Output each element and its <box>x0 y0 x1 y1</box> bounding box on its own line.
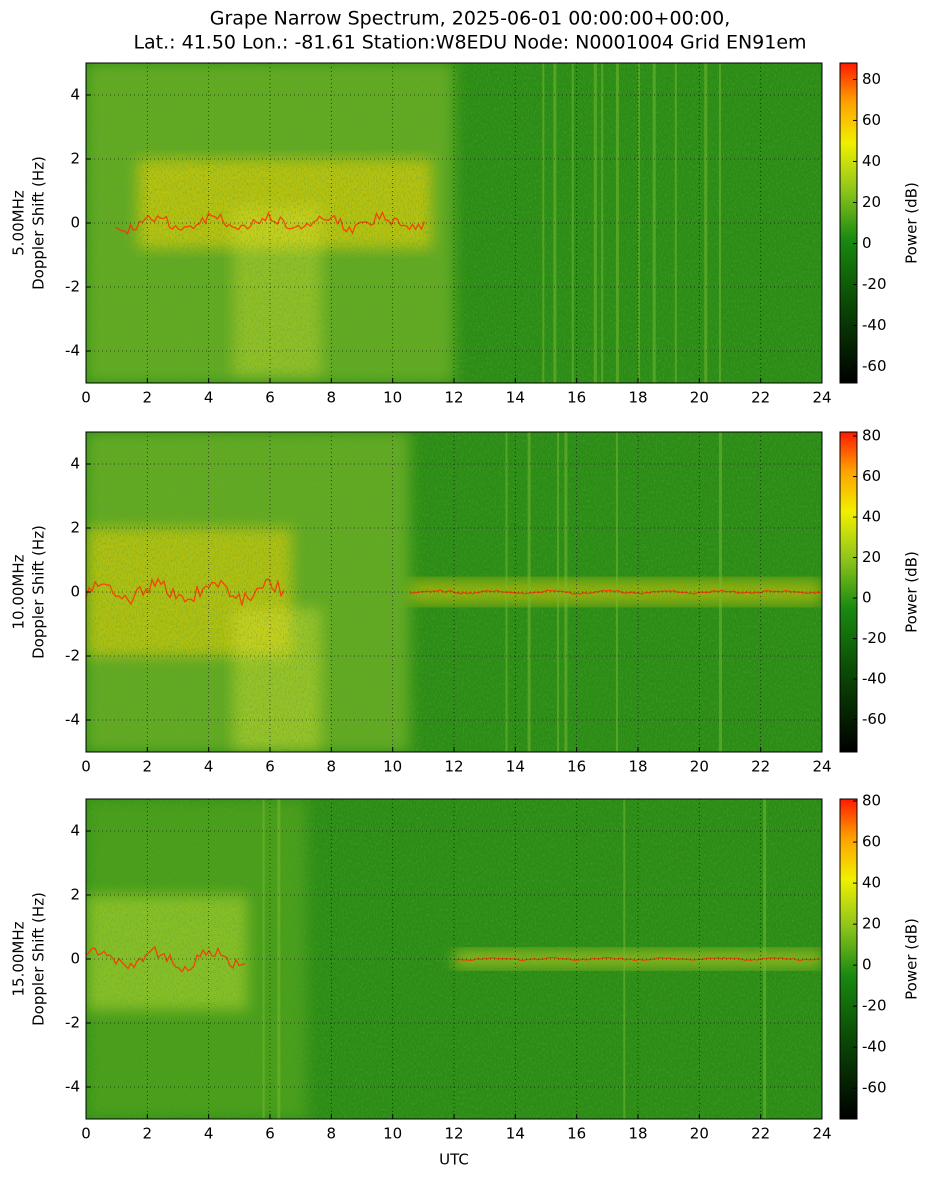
x-tick-label: 22 <box>751 758 770 776</box>
colorbar-tick-label: -60 <box>862 357 887 375</box>
y-tick-label: -4 <box>65 711 80 729</box>
x-tick-label: 22 <box>751 1125 770 1143</box>
colorbar-tick-label: 40 <box>862 874 881 892</box>
x-tick-label: 6 <box>265 758 275 776</box>
colorbar-tick-label: -20 <box>862 997 887 1015</box>
x-tick-label: 20 <box>690 389 709 407</box>
y-tick-label: 0 <box>70 583 80 601</box>
y-tick-label: 4 <box>70 455 80 473</box>
x-tick-label: 4 <box>204 389 214 407</box>
x-tick-label: 0 <box>81 758 91 776</box>
x-tick-label: 12 <box>444 758 463 776</box>
x-tick-label: 24 <box>812 1125 831 1143</box>
x-tick-label: 20 <box>690 1125 709 1143</box>
colorbar-label: Power (dB) <box>903 918 921 1000</box>
x-tick-label: 16 <box>567 389 586 407</box>
colorbar-tick-label: 0 <box>862 234 872 252</box>
x-tick-label: 14 <box>506 1125 525 1143</box>
x-tick-label: 12 <box>444 389 463 407</box>
y-tick-label: 0 <box>70 214 80 232</box>
x-tick-label: 14 <box>506 389 525 407</box>
trace <box>86 577 285 606</box>
x-tick-label: 22 <box>751 389 770 407</box>
y-tick-label: 2 <box>70 886 80 904</box>
x-tick-label: 2 <box>143 758 153 776</box>
x-tick-label: 10 <box>383 1125 402 1143</box>
colorbar-tick-label: -20 <box>862 275 887 293</box>
x-tick-label: 4 <box>204 758 214 776</box>
y-tick-label: 4 <box>70 86 80 104</box>
x-tick-label: 24 <box>812 389 831 407</box>
colorbar-tick-label: -40 <box>862 1038 887 1056</box>
colorbar-tick-label: 60 <box>862 467 881 485</box>
colorbar <box>839 431 858 753</box>
y-tick-label: -2 <box>65 1014 80 1032</box>
x-tick-label: 20 <box>690 758 709 776</box>
colorbar-tick-label: 40 <box>862 152 881 170</box>
y-tick-label: -2 <box>65 278 80 296</box>
x-tick-label: 12 <box>444 1125 463 1143</box>
x-tick-label: 18 <box>628 389 647 407</box>
y-tick-label: -4 <box>65 342 80 360</box>
colorbar-tick-label: 60 <box>862 833 881 851</box>
x-tick-label: 18 <box>628 758 647 776</box>
colorbar-label: Power (dB) <box>903 182 921 264</box>
trace <box>86 945 246 974</box>
y-tick-label: -2 <box>65 647 80 665</box>
y-tick-label: 4 <box>70 822 80 840</box>
y-axis-label: 10.00MHz <box>10 554 28 629</box>
x-tick-label: 2 <box>143 389 153 407</box>
y-tick-label: -4 <box>65 1078 80 1096</box>
y-axis-label: Doppler Shift (Hz) <box>30 156 48 290</box>
x-tick-label: 8 <box>327 389 337 407</box>
x-tick-label: 0 <box>81 1125 91 1143</box>
colorbar-tick-label: 20 <box>862 915 881 933</box>
x-tick-label: 24 <box>812 758 831 776</box>
colorbar-tick-label: -60 <box>862 710 887 728</box>
x-tick-label: 2 <box>143 1125 153 1143</box>
x-tick-label: 6 <box>265 1125 275 1143</box>
title-line: Lat.: 41.50 Lon.: -81.61 Station:W8EDU N… <box>133 32 806 54</box>
colorbar-tick-label: 80 <box>862 427 881 445</box>
colorbar-tick-label: -40 <box>862 670 887 688</box>
x-tick-label: 6 <box>265 389 275 407</box>
x-tick-label: 8 <box>327 758 337 776</box>
colorbar-tick-label: 80 <box>862 792 881 810</box>
y-axis-label: 15.00MHz <box>10 921 28 996</box>
y-axis-label: Doppler Shift (Hz) <box>30 892 48 1026</box>
x-tick-label: 14 <box>506 758 525 776</box>
y-tick-label: 0 <box>70 950 80 968</box>
colorbar-tick-label: -20 <box>862 629 887 647</box>
x-tick-label: 18 <box>628 1125 647 1143</box>
colorbar-tick-label: -60 <box>862 1079 887 1097</box>
title-line: Grape Narrow Spectrum, 2025-06-01 00:00:… <box>210 8 731 30</box>
x-tick-label: 8 <box>327 1125 337 1143</box>
y-tick-label: 2 <box>70 519 80 537</box>
trace <box>409 589 821 595</box>
x-tick-label: 10 <box>383 389 402 407</box>
x-tick-label: 0 <box>81 389 91 407</box>
trace <box>115 210 426 236</box>
colorbar-tick-label: 20 <box>862 193 881 211</box>
x-tick-label: 4 <box>204 1125 214 1143</box>
colorbar-tick-label: 0 <box>862 589 872 607</box>
colorbar-tick-label: -40 <box>862 316 887 334</box>
colorbar-tick-label: 40 <box>862 508 881 526</box>
x-axis-label: UTC <box>439 1151 469 1169</box>
y-axis-label: 5.00MHz <box>10 190 28 256</box>
y-axis-label: Doppler Shift (Hz) <box>30 525 48 659</box>
colorbar <box>839 62 858 384</box>
y-tick-label: 2 <box>70 150 80 168</box>
colorbar-tick-label: 0 <box>862 956 872 974</box>
x-tick-label: 16 <box>567 758 586 776</box>
colorbar-tick-label: 80 <box>862 70 881 88</box>
x-tick-label: 10 <box>383 758 402 776</box>
colorbar-label: Power (dB) <box>903 551 921 633</box>
x-tick-label: 16 <box>567 1125 586 1143</box>
colorbar <box>839 798 858 1120</box>
colorbar-tick-label: 20 <box>862 548 881 566</box>
colorbar-tick-label: 60 <box>862 111 881 129</box>
